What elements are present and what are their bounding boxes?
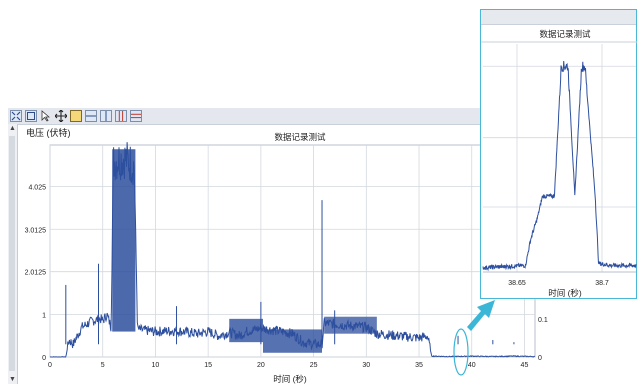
main-x-tick-label: 15 — [204, 362, 212, 369]
main-x-tick-label: 5 — [101, 362, 105, 369]
inset-chart: 数据记录测试 38.65 38.7 时间 (秒) — [481, 29, 637, 298]
main-x-axis-label: 时间 (秒) — [273, 374, 307, 384]
main-x-tick-label: 0 — [48, 362, 52, 369]
zoom-inset-panel: 数据记录测试 38.65 38.7 时间 (秒) — [480, 9, 637, 299]
main-right-tick-label: 0.1 — [538, 317, 548, 324]
main-x-tick-label: 10 — [152, 362, 160, 369]
inset-x-axis-label: 时间 (秒) — [548, 288, 582, 298]
main-x-tick-label: 40 — [468, 362, 476, 369]
layout-columns-icon[interactable] — [115, 110, 127, 122]
inset-grid — [483, 44, 636, 273]
highlight-ellipse — [453, 328, 469, 376]
main-y-tick-label: 4.025 — [28, 184, 46, 191]
pan-icon[interactable] — [55, 110, 67, 122]
main-x-tick-label: 20 — [257, 362, 265, 369]
main-x-tick-label: 35 — [415, 362, 423, 369]
main-right-ticks: 0.10 — [538, 317, 548, 362]
main-y-tick-label: 0 — [42, 355, 46, 362]
main-dense-block — [324, 316, 377, 334]
layout-horizontal-icon[interactable] — [85, 110, 97, 122]
main-y-tick-label: 1 — [42, 313, 46, 320]
main-x-tick-label: 45 — [521, 362, 529, 369]
inset-series — [482, 60, 637, 272]
callout-arrow-icon — [467, 300, 495, 331]
scroll-thumb[interactable] — [9, 136, 15, 371]
inset-x-tick-label: 38.7 — [595, 280, 609, 287]
inset-x-tick-label: 38.65 — [508, 280, 526, 287]
inset-x-ticks: 38.65 38.7 — [508, 280, 609, 287]
chart-toolbar — [8, 108, 484, 125]
vertical-scrollbar[interactable]: ▲ ▼ — [8, 124, 18, 384]
main-chart-title: 数据记录测试 — [274, 132, 326, 142]
main-x-tick-label: 25 — [310, 362, 318, 369]
layout-rows-icon[interactable] — [130, 110, 142, 122]
main-dense-band — [112, 149, 136, 332]
main-dense-block — [229, 318, 263, 343]
layout-vertical-icon[interactable] — [100, 110, 112, 122]
zoom-fit-icon[interactable] — [10, 110, 22, 122]
zoom-box-icon[interactable] — [25, 110, 37, 122]
scroll-up-arrow-icon[interactable]: ▲ — [9, 125, 16, 132]
main-right-tick-label: 0 — [538, 355, 542, 362]
main-y-tick-label: 2.0125 — [25, 270, 47, 277]
main-x-ticks: 0 5 10 15 20 25 30 35 40 45 — [48, 362, 528, 369]
inset-chart-title: 数据记录测试 — [539, 29, 591, 39]
main-y-tick-label: 3.0125 — [25, 227, 47, 234]
main-series — [49, 142, 536, 358]
main-dense-block — [262, 329, 323, 353]
inset-series-line — [482, 60, 637, 272]
scroll-down-arrow-icon[interactable]: ▼ — [9, 376, 16, 383]
main-x-tick-label: 30 — [362, 362, 370, 369]
main-y-axis-label: 电压 (伏特) — [26, 127, 71, 138]
main-y-ticks: 4.025 3.0125 2.0125 1 0 — [25, 184, 47, 362]
pointer-icon[interactable] — [40, 110, 52, 122]
inset-header-bar — [481, 10, 636, 25]
layout-single-icon[interactable] — [70, 110, 82, 122]
